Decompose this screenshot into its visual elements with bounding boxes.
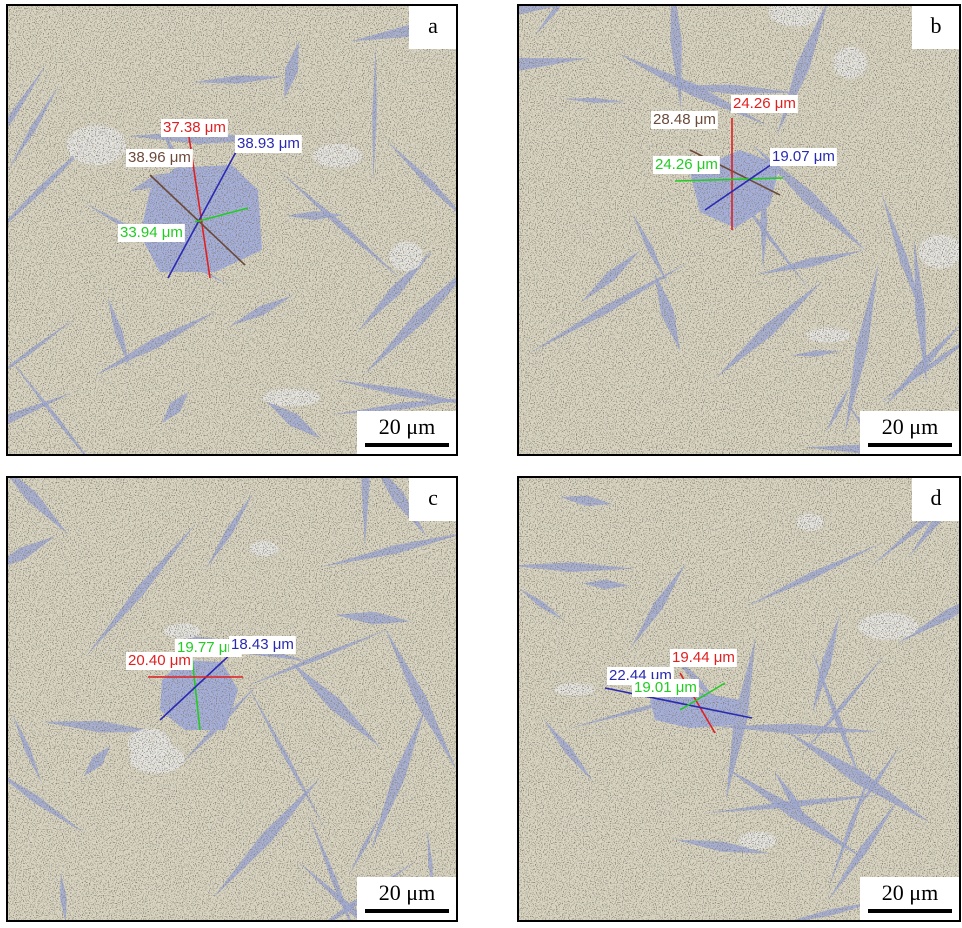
speckle-texture	[518, 477, 960, 921]
measure-label: 18.43 μm	[231, 636, 294, 653]
measure-label: 19.44 μm	[672, 649, 735, 666]
scale-bar-label: 20 μm	[882, 414, 938, 439]
panel: 28.48 μm 24.26 μm 24.26 μm 19.07 μm b 20 μm	[450, 0, 962, 489]
speckle-texture	[7, 5, 457, 455]
measure-label: 33.94 μm	[120, 224, 183, 241]
measure-label: 19.07 μm	[772, 148, 835, 165]
panel-letter: d	[931, 485, 942, 510]
scale-bar-label: 20 μm	[379, 414, 435, 439]
scale-bar	[365, 443, 449, 447]
measure-label: 37.38 μm	[163, 119, 226, 136]
scale-bar-label: 20 μm	[379, 880, 435, 905]
panel-letter: a	[428, 13, 438, 38]
measure-label: 20.40 μm	[128, 652, 191, 669]
panel-letter: c	[428, 485, 438, 510]
micrograph: 37.38 μm 38.93 μm 38.96 μm 33.94 μm a 20 μm	[0, 5, 482, 484]
figure: 37.38 μm38.93 μm38.96 μm33.94 μma20 μm28…	[0, 0, 962, 928]
measure-label: 24.26 μm	[655, 156, 718, 173]
scale-bar	[365, 909, 449, 913]
scale-bar	[868, 909, 952, 913]
speckle-texture	[518, 5, 960, 455]
measure-label: 38.96 μm	[128, 149, 191, 166]
scale-bar-label: 20 μm	[882, 880, 938, 905]
panel-letter: b	[931, 13, 942, 38]
measure-label: 19.01 μm	[634, 679, 697, 696]
speckle-texture	[7, 477, 457, 921]
micrograph: 28.48 μm 24.26 μm 24.26 μm 19.07 μm b 20 μm	[450, 0, 962, 489]
panel: 37.38 μm 38.93 μm 38.96 μm 33.94 μm a 20 μm	[0, 5, 482, 484]
measure-label: 28.48 μm	[653, 111, 716, 128]
scale-bar	[868, 443, 952, 447]
measure-label: 24.26 μm	[733, 95, 796, 112]
measure-label: 38.93 μm	[237, 135, 300, 152]
